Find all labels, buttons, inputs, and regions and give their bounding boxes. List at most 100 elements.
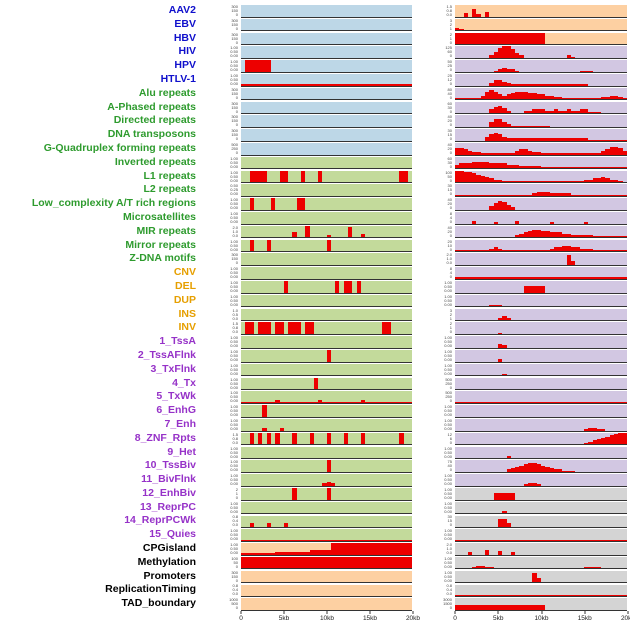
signal-bar [348, 401, 353, 403]
track-label: 1_TssA [159, 335, 196, 348]
track-panel-left [241, 184, 412, 197]
y-tick-label: 100 [445, 169, 452, 175]
signal-bar [562, 84, 567, 86]
signal-bar [502, 493, 507, 500]
signal-bar [253, 556, 259, 569]
track-row: CPGisland 1.00 0.50 0.00 2.0 1.0 0.0 [0, 542, 630, 556]
signal-bar [241, 556, 246, 569]
y-axis-right: 25 12 0 [413, 73, 455, 87]
signal-bar [523, 484, 529, 486]
signal-bar [545, 138, 550, 141]
track-row: 9_Het 1.00 0.50 0.00 1.00 0.50 0.00 [0, 446, 630, 460]
signal-bar [485, 249, 490, 252]
signal-bar [605, 249, 610, 252]
signal-bar [399, 401, 404, 403]
signal-bar [502, 374, 507, 376]
track-panel-left [241, 322, 412, 335]
track-row: EBV 300 150 0 3 2 1 [0, 18, 630, 32]
signal-bar [258, 322, 263, 334]
track-panel-right [455, 501, 627, 515]
signal-bar [583, 222, 589, 224]
signal-bar [519, 539, 524, 541]
y-tick-label: 0.00 [444, 412, 452, 418]
y-axis-left: 2.0 1.0 0.0 [202, 225, 241, 239]
signal-bar [403, 556, 408, 569]
signal-bar [489, 55, 494, 58]
signal-bar [283, 281, 289, 293]
signal-bar [322, 84, 327, 86]
y-tick-label: 0.50 [444, 421, 452, 427]
signal-bar [592, 111, 597, 114]
signal-bar [502, 163, 507, 169]
signal-bar [605, 539, 610, 541]
signal-bar [399, 170, 404, 183]
signal-bar [596, 153, 602, 155]
signal-bar [489, 248, 494, 252]
signal-bar [558, 594, 563, 597]
y-tick-label: 30 [447, 159, 452, 165]
signal-bar [330, 483, 336, 486]
signal-bar [493, 163, 498, 169]
signal-bar [292, 401, 297, 403]
signal-bar [463, 163, 468, 169]
signal-bar [279, 84, 284, 86]
signal-bar [472, 401, 477, 403]
y-tick-label: 0 [235, 39, 238, 45]
signal-bar [596, 594, 602, 597]
signal-bar [506, 83, 511, 86]
signal-bar [489, 194, 494, 196]
signal-bar [532, 277, 537, 279]
track-panel-right [455, 446, 627, 460]
signal-bar [562, 594, 567, 597]
y-tick-label: 0.00 [230, 205, 238, 211]
signal-bar [622, 194, 627, 196]
signal-bar [348, 281, 353, 293]
x-axis-left: 0 5kb 10kb 15kb 20kb [239, 611, 420, 627]
signal-bar [270, 198, 276, 210]
y-tick-label: 0.00 [444, 301, 452, 307]
track-row: Methylation 100 50 0 1.00 0.50 0.00 [0, 556, 630, 570]
track-row: 3_TxFlnk 1.00 0.50 0.00 1.00 0.50 0.00 [0, 363, 630, 377]
signal-bar [497, 604, 503, 610]
signal-bar [510, 180, 516, 183]
track-rows: AAV2 300 150 0 1.5 0.8 0.0 EBV 300 150 0 3 2 1 HBV 300 1… [0, 4, 630, 611]
signal-bar [502, 510, 507, 514]
y-tick-label: 0.0 [232, 315, 238, 321]
track-row: Directed repeats 300 150 0 40 20 0 [0, 114, 630, 128]
track-row: 14_ReprPCWk 0.8 0.4 0.0 30 15 0 [0, 514, 630, 529]
signal-bar [601, 277, 606, 279]
track-label: L1 repeats [143, 169, 196, 182]
signal-bar [553, 153, 559, 155]
y-tick-label: 50 [447, 59, 452, 65]
signal-bar [506, 32, 511, 45]
track-label: 4_Tx [172, 376, 196, 389]
y-tick-label: 0.50 [230, 270, 238, 276]
x-tick-label: 10kb [319, 615, 335, 623]
signal-bar [549, 180, 554, 183]
signal-bar [322, 556, 327, 569]
track-row: CNV 1.00 0.50 0.00 8 4 0 [0, 266, 630, 280]
y-tick-label: 0 [449, 384, 452, 390]
signal-bar [463, 194, 468, 196]
signal-bar [339, 543, 344, 555]
y-axis-right: 2.0 1.0 0.0 [413, 542, 455, 556]
signal-bar [528, 277, 533, 279]
y-tick-label: 1.00 [444, 445, 452, 451]
y-tick-label: 0 [449, 177, 452, 183]
signal-bar [506, 180, 511, 183]
signal-bar [583, 443, 589, 445]
signal-bar [378, 539, 383, 541]
signal-bar [489, 567, 494, 569]
signal-bar [583, 594, 589, 597]
signal-bar [382, 84, 387, 86]
y-tick-label: 60 [447, 155, 452, 161]
track-panel-right [455, 529, 627, 542]
y-tick-label: 0 [449, 232, 452, 238]
signal-bar [566, 167, 572, 169]
track-panel-left [241, 363, 412, 377]
y-tick-label: 40 [447, 224, 452, 230]
track-label: 11_BivFlnk [141, 473, 196, 486]
signal-bar [592, 249, 597, 252]
signal-bar [493, 594, 498, 597]
